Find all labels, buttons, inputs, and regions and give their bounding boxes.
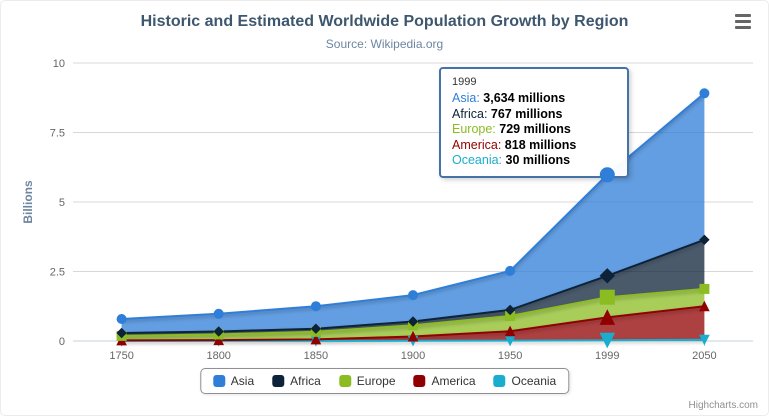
marker-america-1900[interactable]	[407, 330, 419, 342]
marker-africa-1750[interactable]	[116, 327, 127, 339]
hamburger-icon	[735, 13, 751, 17]
tooltip-row-oceania: Oceania: 30 millions	[452, 153, 616, 169]
legend-item-europe[interactable]: Europe	[338, 374, 396, 388]
marker-africa-1800[interactable]	[213, 326, 224, 337]
marker-africa-2050[interactable]	[699, 234, 710, 246]
legend-label: Asia	[230, 374, 255, 388]
legend-label: Europe	[356, 374, 396, 388]
tooltip-series-name: America:	[452, 137, 505, 152]
x-axis-label: 1900	[401, 350, 425, 362]
legend-label: Oceania	[511, 374, 557, 388]
marker-asia-1900[interactable]	[408, 290, 418, 301]
tooltip-row-europe: Europe: 729 millions	[452, 122, 616, 138]
marker-america-1800[interactable]	[213, 334, 225, 346]
area-asia[interactable]	[121, 93, 705, 333]
legend: Asia Africa Europe America Oceania	[199, 368, 570, 394]
y-axis-label: 7.5	[50, 128, 65, 140]
x-axis-label: 1750	[109, 350, 133, 362]
legend-swatch-asia	[212, 375, 225, 387]
legend-item-asia[interactable]: Asia	[212, 374, 255, 388]
marker-africa-1950[interactable]	[504, 304, 516, 316]
y-axis-label: 0	[59, 336, 65, 348]
tooltip-series-value: 3,634 millions	[483, 91, 566, 105]
marker-america-1850[interactable]	[310, 333, 322, 345]
marker-africa-1900[interactable]	[407, 316, 419, 327]
tooltip-header: 1999	[452, 76, 477, 88]
marker-asia-1750[interactable]	[116, 314, 127, 324]
y-axis-label: 5	[59, 197, 65, 209]
tooltip-rows: Asia: 3,634 millions Africa: 767 millions…	[452, 91, 616, 169]
legend-label: America	[431, 374, 476, 388]
legend-swatch-america	[413, 375, 426, 387]
legend-item-oceania[interactable]: Oceania	[493, 374, 557, 388]
x-axis-label: 2050	[692, 350, 716, 362]
tooltip-series-name: Africa:	[452, 106, 491, 121]
export-menu-button[interactable]	[732, 11, 754, 31]
legend-item-africa[interactable]: Africa	[272, 374, 321, 388]
x-axis-label: 1999	[595, 350, 619, 362]
marker-america-1950[interactable]	[504, 325, 516, 337]
legend-swatch-oceania	[493, 375, 506, 387]
hamburger-icon	[735, 19, 751, 23]
tooltip-series-value: 767 millions	[490, 106, 563, 121]
marker-asia-1800[interactable]	[213, 308, 224, 319]
marker-oceania-2050[interactable]	[699, 334, 710, 346]
x-axis-label: 1850	[304, 350, 328, 362]
x-axis-label: 1800	[206, 350, 230, 362]
hamburger-icon	[735, 25, 751, 29]
tooltip-series-value: 818 millions	[504, 137, 577, 152]
marker-europe-2050[interactable]	[699, 283, 710, 294]
tooltip-row-america: America: 818 millions	[452, 138, 616, 154]
tooltip-series-name: Oceania:	[452, 153, 506, 167]
tooltip-series-value: 30 millions	[505, 153, 571, 167]
marker-africa-1850[interactable]	[310, 323, 322, 334]
tooltip-row-asia: Asia: 3,634 millions	[452, 91, 616, 107]
legend-label: Africa	[290, 374, 321, 388]
tooltip-series-value: 729 millions	[499, 122, 571, 136]
chart-title: Historic and Estimated Worldwide Populat…	[140, 13, 629, 30]
marker-asia-2050[interactable]	[699, 88, 710, 99]
credits-link[interactable]: Highcharts.com	[688, 400, 758, 411]
marker-asia-1850[interactable]	[310, 301, 321, 312]
legend-swatch-africa	[272, 375, 285, 387]
marker-america-2050[interactable]	[699, 300, 710, 312]
tooltip-row-africa: Africa: 767 millions	[452, 107, 616, 123]
area-africa[interactable]	[121, 239, 705, 336]
chart-subtitle: Source: Wikipedia.org	[325, 37, 444, 51]
tooltip-series-name: Europe:	[452, 122, 500, 136]
tooltip-series-name: Asia:	[452, 91, 484, 105]
y-axis-label: 10	[53, 58, 65, 70]
x-axis-label: 1950	[498, 350, 522, 362]
legend-swatch-europe	[338, 375, 351, 387]
legend-item-america[interactable]: America	[413, 374, 476, 388]
y-axis-title: Billions	[21, 180, 35, 224]
marker-asia-1950[interactable]	[505, 265, 516, 276]
area-america[interactable]	[121, 306, 705, 341]
tooltip: 1999 Asia: 3,634 millions Africa: 767 mil…	[439, 67, 629, 178]
y-axis-label: 2.5	[50, 267, 65, 279]
